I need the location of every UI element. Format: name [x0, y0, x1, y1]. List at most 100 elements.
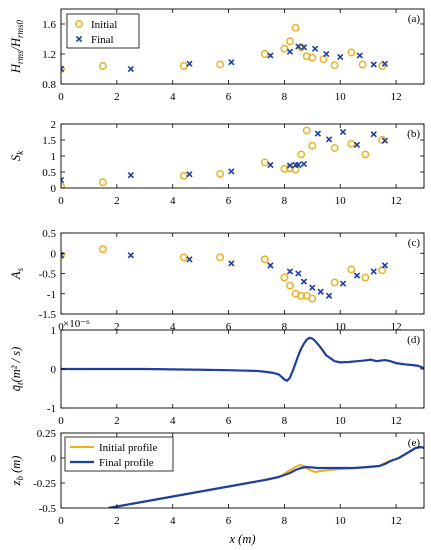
legend-label-final: Final: [91, 34, 114, 46]
data-point-initial: [61, 251, 65, 260]
x-tick-label: 6: [226, 515, 232, 527]
data-point-final: [309, 284, 316, 291]
panel-c: 0 2 4 6 8 10 12 -1.5 -1 -0.5 0 0.5 (c) As: [9, 228, 425, 333]
x-tick-label: 2: [114, 321, 120, 333]
panel-e: 0 2 4 6 8 10 12 -0.5 -0.25 0 0.25 (e) zb (m) x (m) Ini…: [9, 428, 425, 546]
data-point-initial: [347, 139, 356, 148]
data-point-initial: [260, 158, 269, 167]
data-point-final: [381, 262, 389, 269]
x-tick-label: 2: [114, 515, 120, 527]
data-point-initial: [179, 62, 188, 70]
data-point-final: [317, 288, 324, 295]
data-point-final: [370, 61, 377, 68]
y-tick-label: 1.2: [42, 49, 56, 61]
x-tick-label: 12: [391, 321, 402, 333]
x-tick-label: 12: [391, 515, 402, 527]
data-point-initial: [286, 37, 294, 46]
data-point-final: [295, 43, 302, 50]
data-point-final: [323, 50, 330, 58]
data-point-initial: [347, 48, 356, 57]
data-point-initial: [286, 281, 294, 290]
y-tick-label: 2: [51, 119, 57, 131]
data-point-initial: [216, 253, 225, 262]
y-tick-label: 1: [51, 325, 57, 337]
data-point-initial: [280, 164, 289, 173]
x-tick-label: 4: [170, 415, 176, 427]
x-tick-label: 8: [282, 321, 288, 333]
x-tick-label: 12: [391, 195, 402, 207]
x-tick-label: 6: [226, 195, 232, 207]
y-tick-label: 1.5: [42, 135, 56, 147]
data-point-final: [314, 130, 322, 137]
axes-frame: [60, 432, 425, 509]
data-point-final: [186, 256, 193, 263]
panel-label: (d): [407, 334, 420, 346]
data-point-initial: [308, 53, 317, 62]
data-point-initial: [347, 265, 356, 274]
y-scale-multiplier: ×10⁻⁶: [63, 318, 90, 330]
y-tick-label: 0: [51, 183, 57, 195]
y-tick-label: -0.25: [33, 478, 56, 490]
data-point-final: [286, 48, 294, 55]
y-tick-label: 1.6: [42, 19, 56, 31]
data-point-final: [337, 53, 344, 61]
data-point-final: [353, 272, 361, 279]
panel-label: (e): [408, 437, 421, 449]
data-point-initial: [61, 65, 65, 73]
legend-label-final-profile: Final profile: [99, 457, 154, 469]
data-point-initial: [98, 178, 107, 187]
y-axis-label: Sk: [9, 150, 25, 161]
data-point-initial: [308, 294, 317, 303]
data-point-final: [300, 278, 308, 285]
data-point-initial: [378, 266, 387, 275]
x-tick-label: 6: [226, 321, 232, 333]
data-point-initial: [302, 126, 311, 135]
y-tick-label: 0.8: [42, 79, 56, 91]
data-point-final: [300, 160, 308, 168]
data-point-final: [370, 131, 377, 138]
x-tick-label: 4: [170, 515, 176, 527]
y-tick-label: -0.5: [39, 269, 57, 281]
panel-label: (a): [408, 13, 421, 25]
x-tick-label: 10: [335, 195, 347, 207]
data-point-final: [228, 260, 235, 267]
y-tick-label: 0.5: [42, 167, 56, 179]
data-point-final: [370, 268, 377, 275]
data-point-final: [228, 168, 235, 175]
data-point-final: [381, 137, 389, 144]
legend-marker-initial: [75, 20, 83, 28]
x-tick-label: 8: [282, 91, 288, 103]
legend-marker-final: [75, 35, 83, 43]
data-point-final: [127, 252, 134, 259]
data-point-final: [356, 52, 363, 59]
x-tick-label: 10: [335, 91, 347, 103]
data-point-initial: [330, 144, 339, 152]
data-point-initial: [291, 165, 300, 174]
x-tick-label: 4: [170, 91, 176, 103]
data-point-initial: [297, 291, 306, 300]
y-tick-label: 1: [51, 151, 57, 163]
data-point-initial: [358, 60, 367, 69]
series-line-final-profile: [108, 445, 424, 508]
x-tick-label: 12: [391, 91, 402, 103]
data-point-final: [325, 136, 333, 143]
x-tick-label: 0: [58, 415, 64, 427]
panel-d: 0 2 4 6 8 10 12-101(d)q̄t(m² / s)×10⁻⁶: [9, 318, 425, 427]
data-point-initial: [216, 60, 225, 69]
data-point-final: [295, 270, 302, 277]
data-point-final: [267, 52, 274, 59]
y-tick-label: 0: [51, 248, 57, 260]
data-point-initial: [361, 273, 370, 282]
x-tick-label: 12: [391, 415, 402, 427]
y-tick-label: -1: [47, 403, 56, 415]
data-point-initial: [179, 253, 188, 262]
x-tick-label: 0: [58, 321, 64, 333]
x-tick-label: 4: [170, 321, 176, 333]
data-point-initial: [179, 171, 188, 180]
data-point-final: [267, 161, 274, 169]
data-point-initial: [98, 245, 107, 254]
data-point-initial: [319, 55, 328, 64]
x-tick-label: 10: [335, 415, 347, 427]
x-tick-label: 0: [58, 515, 64, 527]
